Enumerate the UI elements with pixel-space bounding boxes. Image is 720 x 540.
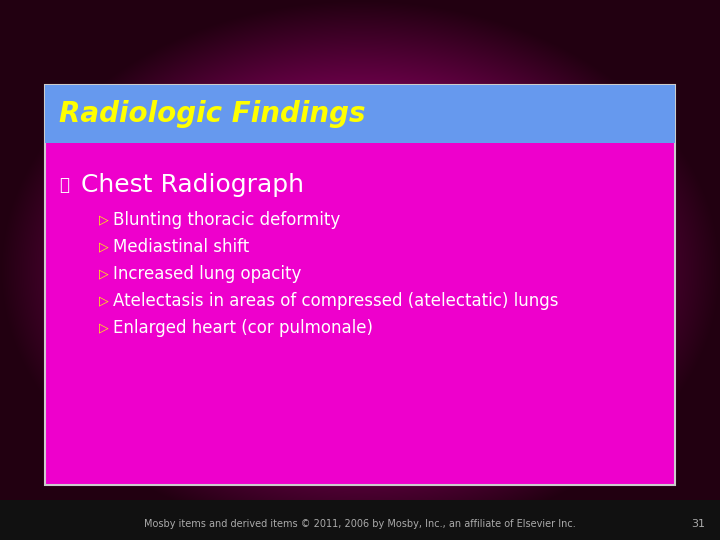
FancyBboxPatch shape — [0, 500, 720, 540]
Text: ▷: ▷ — [99, 321, 109, 334]
FancyBboxPatch shape — [45, 85, 675, 143]
Text: Mosby items and derived items © 2011, 2006 by Mosby, Inc., an affiliate of Elsev: Mosby items and derived items © 2011, 20… — [144, 519, 576, 529]
Text: ⎙: ⎙ — [59, 176, 69, 194]
Text: ▷: ▷ — [99, 294, 109, 307]
FancyBboxPatch shape — [45, 85, 675, 485]
Text: Enlarged heart (cor pulmonale): Enlarged heart (cor pulmonale) — [113, 319, 373, 337]
Text: 31: 31 — [691, 519, 705, 529]
Text: Radiologic Findings: Radiologic Findings — [59, 100, 366, 128]
Text: ▷: ▷ — [99, 240, 109, 253]
Text: ▷: ▷ — [99, 267, 109, 280]
Text: Blunting thoracic deformity: Blunting thoracic deformity — [113, 211, 341, 229]
Text: Atelectasis in areas of compressed (atelectatic) lungs: Atelectasis in areas of compressed (atel… — [113, 292, 559, 310]
Text: ▷: ▷ — [99, 213, 109, 226]
Text: Mediastinal shift: Mediastinal shift — [113, 238, 249, 256]
Text: Increased lung opacity: Increased lung opacity — [113, 265, 302, 283]
Text: Chest Radiograph: Chest Radiograph — [81, 173, 304, 197]
